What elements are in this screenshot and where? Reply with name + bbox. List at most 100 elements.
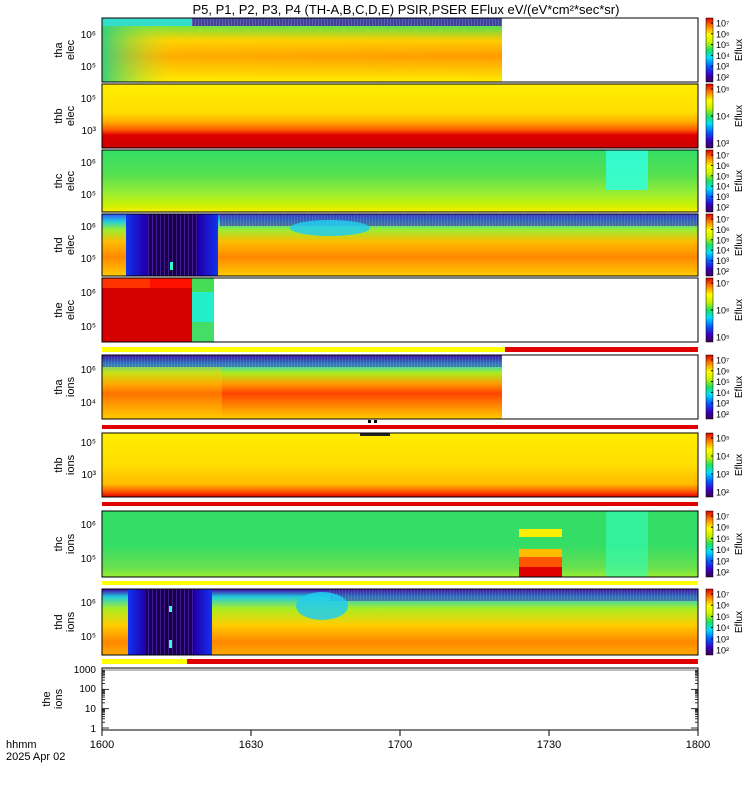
ylabel-line1: thb — [53, 108, 65, 123]
ylabel-line1: thc — [53, 173, 65, 188]
panel-frame — [101, 149, 699, 213]
ytick-label: 10³ — [82, 470, 97, 481]
panel-thd-ions: thd ions 10⁶ 10⁵ Eflux — [53, 588, 745, 656]
panel-the-ions: the ions 1000 100 10 1 — [41, 665, 699, 735]
status-marker — [374, 420, 377, 423]
colorbar-tick-label: 10⁷ — [716, 19, 729, 29]
spectrogram-dot — [169, 640, 172, 648]
spectrogram-patch — [606, 511, 648, 577]
colorbar-tick-label: 10³ — [716, 556, 729, 566]
colorbar-tick-label: 10² — [716, 410, 729, 420]
colorbar-tick-label: 10² — [716, 646, 729, 656]
ylabel-line1: thd — [53, 614, 65, 629]
colorbar-tick-label: 10⁵ — [716, 434, 730, 444]
spectrogram-overlay — [102, 18, 502, 82]
panel-thb-ions: thb ions 10⁵ 10³ Eflux — [53, 432, 745, 498]
log-tick-marks — [102, 670, 698, 729]
spectrogram-cell — [519, 567, 562, 577]
colorbar-tick-label: 10⁶ — [716, 225, 730, 235]
panel-the-elec: the elec 10⁶ 10⁵ Eflux — [53, 277, 745, 343]
colorbar — [705, 17, 714, 83]
spectrogram-cell — [150, 278, 192, 288]
ylabel-line2: elec — [65, 170, 77, 191]
ytick-label: 10⁵ — [81, 632, 96, 643]
panel-tha-ions: tha ions 10⁶ 10⁴ Eflux — [53, 354, 745, 420]
status-bar-yellow — [102, 659, 187, 664]
status-marker — [368, 420, 371, 423]
high-energy-band — [330, 589, 698, 601]
spectrogram-cell — [192, 278, 214, 292]
colorbar-tick-label: 10⁴ — [716, 246, 730, 256]
spectrogram-dot — [169, 606, 172, 612]
ylabel-line2: elec — [65, 234, 77, 255]
colorbar-tick-label: 10⁷ — [716, 215, 729, 225]
colorbar-tick-label: 10⁵ — [716, 171, 730, 181]
ylabel-line1: thd — [53, 237, 65, 252]
colorbar-tick-label: 10⁴ — [716, 51, 730, 61]
colorbar-tick-label: 10⁶ — [716, 161, 730, 171]
panel-frame — [101, 213, 699, 277]
ylabel-line2: ions — [65, 454, 77, 475]
colorbar-tick-label: 10⁴ — [716, 623, 730, 633]
colorbar-label: Eflux — [734, 170, 745, 192]
colorbar-label: Eflux — [734, 611, 745, 633]
colorbar-label: Eflux — [734, 299, 745, 321]
colorbar-tick-label: 10⁵ — [716, 333, 730, 343]
colorbar-tick-label: 10⁵ — [716, 235, 730, 245]
colorbar-tick-label: 10⁴ — [716, 112, 730, 122]
spectrogram-cell — [519, 529, 562, 537]
status-bar-red — [187, 659, 698, 664]
ylabel-line2: elec — [65, 39, 77, 60]
colorbar-tick-label: 10⁵ — [716, 377, 730, 387]
spectrogram-cell — [519, 549, 562, 557]
spectrogram-cell — [192, 292, 214, 322]
x-axis-date: 2025 Apr 02 — [6, 751, 65, 763]
status-bar-red — [102, 425, 698, 429]
colorbar — [705, 432, 714, 498]
colorbar-tick-label: 10⁶ — [716, 601, 730, 611]
x-tick-label: 1600 — [90, 739, 114, 751]
colorbar — [705, 149, 714, 213]
colorbar-label: Eflux — [734, 234, 745, 256]
spectrogram-feature — [296, 592, 348, 620]
colorbar-tick-label: 10³ — [716, 192, 729, 202]
ylabel-line2: elec — [65, 299, 77, 320]
ylabel-line1: tha — [53, 378, 65, 394]
ylabel-line2: ions — [53, 688, 65, 709]
ytick-label: 10⁶ — [81, 158, 96, 169]
ytick-label: 10⁵ — [81, 554, 96, 565]
ytick-label: 10⁶ — [81, 598, 96, 609]
ytick-label: 10⁴ — [81, 398, 96, 409]
colorbar-label: Eflux — [734, 39, 745, 61]
colorbar-tick-label: 10⁶ — [716, 29, 730, 39]
ytick-label: 10⁵ — [81, 190, 96, 201]
spectrogram-dot — [170, 262, 173, 270]
ytick-label: 10⁵ — [81, 438, 96, 449]
colorbar-tick-label: 10⁶ — [716, 366, 730, 376]
spectrogram-feature — [290, 220, 370, 236]
panel-frame — [101, 277, 699, 343]
panel-frame — [101, 17, 699, 83]
colorbar-label: Eflux — [734, 105, 745, 127]
colorbar — [705, 510, 714, 578]
colorbar-tick-label: 10⁵ — [716, 40, 730, 50]
high-energy-band — [102, 18, 502, 26]
ytick-label: 10⁵ — [81, 62, 96, 73]
ytick-label: 10⁶ — [81, 520, 96, 531]
ytick-label: 10⁶ — [81, 288, 96, 299]
ylabel-line2: ions — [65, 533, 77, 554]
ylabel-line1: the — [53, 302, 65, 317]
ylabel-line2: ions — [65, 376, 77, 397]
panel-frame — [101, 667, 699, 731]
ytick-label-10: 10 — [85, 704, 97, 715]
high-energy-band — [220, 214, 698, 226]
spectrogram-fill — [102, 150, 698, 212]
colorbar-tick-label: 10⁷ — [716, 590, 729, 600]
status-bar-red — [102, 502, 698, 506]
ytick-label: 10⁵ — [81, 322, 96, 333]
ytick-label: 10⁵ — [81, 254, 96, 265]
spectrogram-streak — [360, 433, 390, 436]
colorbar-tick-label: 10⁴ — [716, 452, 730, 462]
panel-thc-ions: thc ions 10⁶ 10⁵ Eflux — [53, 510, 745, 578]
